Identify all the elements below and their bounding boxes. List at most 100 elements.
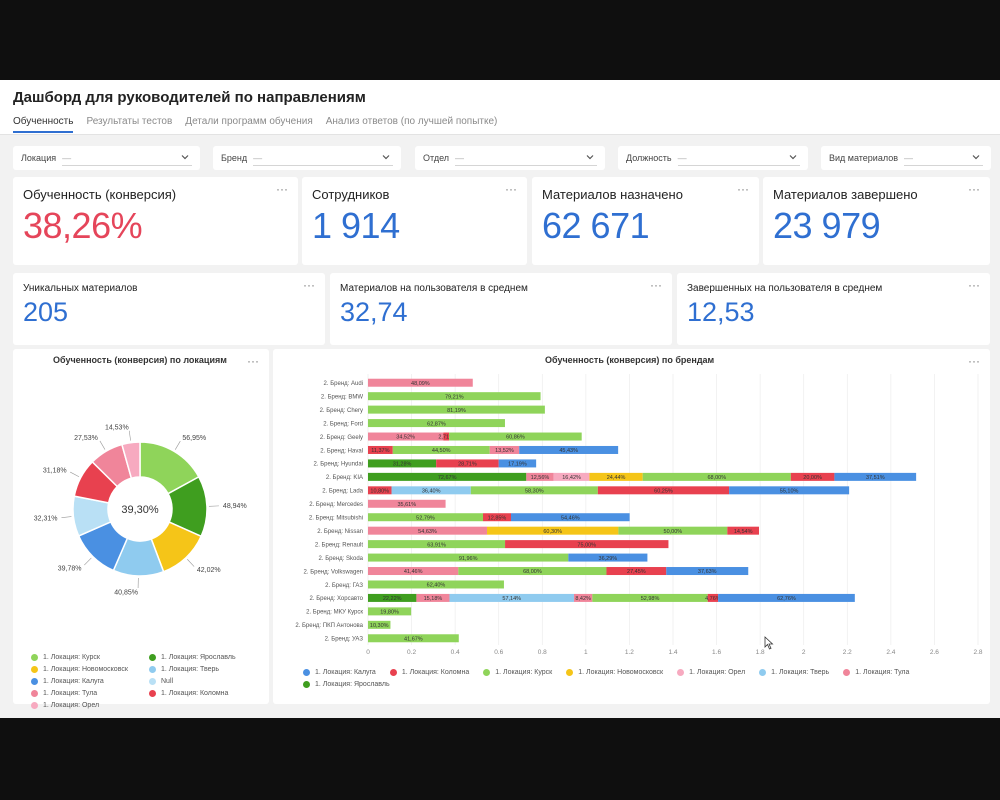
more-menu-icon[interactable]: ···: [968, 182, 980, 196]
bar-segment[interactable]: [368, 486, 392, 495]
bar-legend: 1. Локация: Калуга 1. Локация: Коломна 1. …: [303, 666, 983, 690]
bar-segment[interactable]: [368, 620, 391, 629]
more-menu-icon[interactable]: ···: [276, 182, 288, 196]
bar-segment[interactable]: [368, 432, 444, 441]
bar-segment[interactable]: [368, 405, 545, 414]
legend-item[interactable]: 1. Локация: Тула: [843, 666, 909, 678]
bar-segment[interactable]: [368, 580, 504, 589]
donut-slice[interactable]: [120, 441, 141, 480]
legend-item[interactable]: 1. Локация: Коломна: [389, 666, 469, 678]
bar-segment[interactable]: [368, 392, 541, 401]
bar-segment[interactable]: [834, 472, 917, 481]
legend-item[interactable]: 1. Локация: Коломна: [149, 687, 267, 699]
bar-segment[interactable]: [368, 445, 393, 454]
bar-segment[interactable]: [368, 459, 437, 468]
bar-data-label: 55,10%: [780, 489, 799, 495]
bar-data-label: 54,46%: [561, 515, 580, 521]
more-menu-icon[interactable]: ···: [505, 182, 517, 196]
y-category-label: 2. Бренд: Хорсавто: [310, 596, 364, 602]
bar-segment[interactable]: [449, 593, 574, 602]
bar-data-label: 62,87%: [427, 421, 446, 427]
more-menu-icon[interactable]: ···: [303, 278, 315, 292]
legend-item[interactable]: 1. Локация: Тверь: [149, 663, 267, 675]
bar-segment[interactable]: [483, 513, 512, 522]
tab-training[interactable]: Обученность: [13, 116, 74, 133]
bar-segment[interactable]: [368, 472, 527, 481]
bar-segment[interactable]: [505, 540, 669, 549]
bar-segment[interactable]: [790, 472, 835, 481]
bar-segment[interactable]: [666, 567, 749, 576]
more-menu-icon[interactable]: ···: [737, 182, 749, 196]
bar-segment[interactable]: [368, 593, 417, 602]
tab-answer-analysis[interactable]: Анализ ответов (по лучшей попытке): [325, 116, 498, 127]
bar-segment[interactable]: [368, 607, 412, 616]
legend-label: 1. Локация: Ярославль: [161, 653, 236, 661]
filter-brand-select[interactable]: —: [253, 150, 393, 166]
bar-segment[interactable]: [368, 553, 569, 562]
bar-segment[interactable]: [618, 526, 728, 535]
bar-segment[interactable]: [368, 567, 459, 576]
bar-segment[interactable]: [487, 526, 619, 535]
bar-segment[interactable]: [498, 459, 537, 468]
bar-segment[interactable]: [568, 553, 648, 562]
tab-program-details[interactable]: Детали программ обучения: [185, 116, 313, 127]
legend-item[interactable]: 1. Локация: Калуга: [303, 666, 376, 678]
legend-item[interactable]: 1. Локация: Орел: [31, 699, 149, 711]
bar-segment[interactable]: [519, 445, 619, 454]
legend-item[interactable]: 1. Локация: Ярославль: [303, 678, 390, 690]
bar-segment[interactable]: [449, 432, 582, 441]
tab-test-results[interactable]: Результаты тестов: [86, 116, 173, 127]
filter-material-type-select[interactable]: —: [903, 150, 983, 166]
bar-segment[interactable]: [443, 432, 450, 441]
legend-item[interactable]: 1. Локация: Новомосковск: [566, 666, 663, 678]
bar-segment[interactable]: [368, 526, 488, 535]
bar-segment[interactable]: [368, 540, 506, 549]
y-category-label: 2. Бренд: KIA: [326, 475, 363, 481]
bar-segment[interactable]: [589, 472, 643, 481]
legend-item[interactable]: 1. Локация: Тула: [31, 687, 149, 699]
bar-segment[interactable]: [606, 567, 667, 576]
filter-location-select[interactable]: —: [62, 150, 192, 166]
filter-department-select[interactable]: —: [455, 150, 597, 166]
bar-segment[interactable]: [727, 526, 759, 535]
legend-label: 1. Локация: Орел: [689, 668, 746, 676]
bar-segment[interactable]: [526, 472, 554, 481]
more-menu-icon[interactable]: ···: [650, 278, 662, 292]
bar-segment[interactable]: [597, 486, 730, 495]
bar-segment[interactable]: [368, 634, 459, 643]
bar-segment[interactable]: [573, 593, 593, 602]
bar-segment[interactable]: [368, 378, 473, 387]
bar-segment[interactable]: [729, 486, 850, 495]
bar-segment[interactable]: [707, 593, 719, 602]
legend-item[interactable]: 1. Локация: Курск: [483, 666, 552, 678]
bar-segment[interactable]: [368, 499, 446, 508]
legend-item[interactable]: 1. Локация: Орел: [677, 666, 745, 678]
filter-position-select[interactable]: —: [677, 150, 800, 166]
bar-segment[interactable]: [642, 472, 791, 481]
bar-segment[interactable]: [553, 472, 590, 481]
more-menu-icon[interactable]: ···: [968, 278, 980, 292]
more-menu-icon[interactable]: ···: [968, 354, 980, 368]
legend-item[interactable]: 1. Локация: Новомосковск: [31, 663, 149, 675]
bar-segment[interactable]: [511, 513, 630, 522]
bar-segment[interactable]: [470, 486, 598, 495]
bar-segment[interactable]: [436, 459, 499, 468]
legend-label: 1. Локация: Тверь: [771, 668, 830, 676]
bar-segment[interactable]: [391, 486, 471, 495]
y-category-label: 2. Бренд: Skoda: [319, 556, 364, 562]
bar-segment[interactable]: [368, 419, 505, 428]
legend-item[interactable]: 1. Локация: Калуга: [31, 675, 149, 687]
more-menu-icon[interactable]: ···: [247, 354, 259, 368]
bar-segment[interactable]: [392, 445, 490, 454]
legend-item[interactable]: 1. Локация: Тверь: [759, 666, 829, 678]
bar-segment[interactable]: [718, 593, 855, 602]
bar-segment[interactable]: [592, 593, 708, 602]
bar-data-label: 62,40%: [427, 583, 446, 589]
legend-item[interactable]: 1. Локация: Курск: [31, 651, 149, 663]
bar-segment[interactable]: [416, 593, 450, 602]
bar-segment[interactable]: [489, 445, 520, 454]
legend-item[interactable]: 1. Локация: Ярославль: [149, 651, 267, 663]
bar-segment[interactable]: [368, 513, 484, 522]
bar-segment[interactable]: [458, 567, 607, 576]
legend-item[interactable]: Null: [149, 675, 267, 687]
